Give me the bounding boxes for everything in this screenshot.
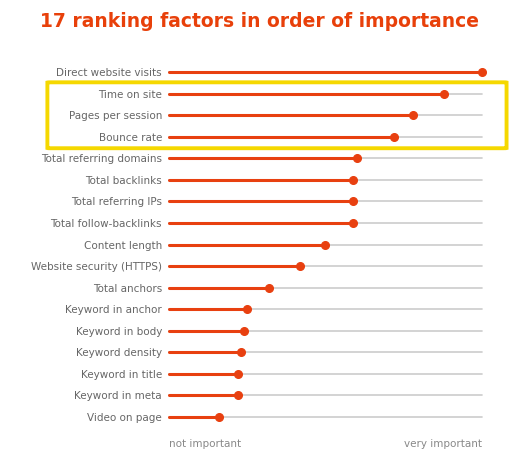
- Text: 17 ranking factors in order of importance: 17 ranking factors in order of importanc…: [40, 12, 479, 31]
- Text: very important: very important: [404, 439, 482, 449]
- Text: not important: not important: [169, 439, 241, 449]
